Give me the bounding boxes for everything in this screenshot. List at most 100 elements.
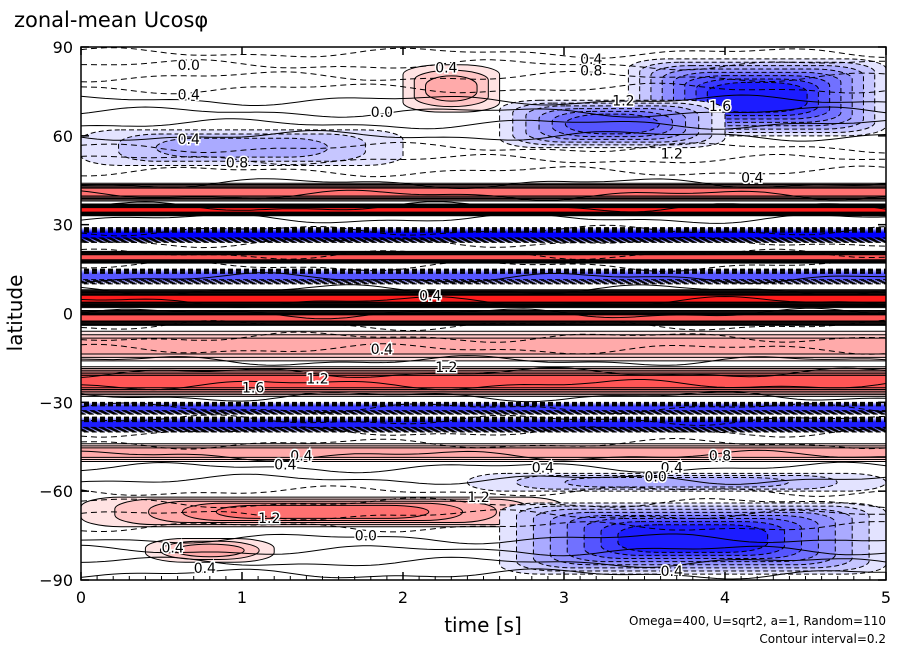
contour-line xyxy=(81,355,886,366)
contour-line xyxy=(81,82,886,95)
contour-line xyxy=(81,414,886,426)
y-tick-label: 30 xyxy=(53,216,73,235)
contour-interval-note: Contour interval=0.2 xyxy=(759,632,886,646)
contour-line xyxy=(81,47,886,59)
contour-label: 0.4 xyxy=(419,289,441,305)
contour-line xyxy=(81,201,886,213)
contour-line xyxy=(81,509,886,521)
contour-label: 0.4 xyxy=(178,132,200,148)
contour-fill-level xyxy=(617,524,769,553)
contour-line xyxy=(81,70,886,83)
contour-label: 0.8 xyxy=(226,155,248,171)
contour-fill-level xyxy=(155,137,329,158)
contour-fill-level xyxy=(81,294,886,303)
contour-line xyxy=(81,248,886,260)
contour-line xyxy=(81,449,886,462)
contour-label: 1.2 xyxy=(306,372,328,388)
contour-line xyxy=(81,402,886,415)
contour-label: 0.4 xyxy=(371,342,393,358)
contour-line xyxy=(81,224,886,237)
contour-line xyxy=(81,189,886,201)
contour-line xyxy=(81,379,886,391)
contour-line xyxy=(81,129,886,142)
x-tick-label: 0 xyxy=(76,588,86,607)
contour-fill-level xyxy=(425,75,478,102)
contour-line xyxy=(81,391,886,403)
y-tick-label: −90 xyxy=(39,571,73,590)
x-tick-label: 1 xyxy=(237,588,247,607)
contour-line xyxy=(81,118,886,130)
contour-fill-level xyxy=(81,314,886,322)
contour-label: 0.4 xyxy=(178,87,200,103)
contour-fill-level xyxy=(215,504,430,519)
contour-line xyxy=(81,437,886,450)
contour-label: 0.0 xyxy=(645,469,667,485)
contour-line xyxy=(81,260,886,272)
contour-line xyxy=(81,213,886,224)
contour-fill-level xyxy=(81,231,886,239)
contour-line xyxy=(81,94,886,106)
y-tick-label: −60 xyxy=(39,482,73,501)
contour-fill-level xyxy=(81,207,886,213)
contour-fill-level xyxy=(81,187,886,197)
contour-fill-level xyxy=(81,447,886,458)
contour-fill-level xyxy=(174,543,245,558)
contour-line xyxy=(81,307,886,320)
contour-label: 0.0 xyxy=(371,105,393,121)
contour-line xyxy=(81,485,886,497)
x-axis-label: time [s] xyxy=(444,613,522,637)
contour-label: 0.4 xyxy=(435,61,457,77)
contour-label: 0.8 xyxy=(580,64,602,80)
contour-fill-level xyxy=(81,374,886,389)
contour-fill-level xyxy=(81,272,886,281)
contour-line xyxy=(81,426,886,438)
contour-label: 0.4 xyxy=(532,460,554,476)
contour-label: 1.2 xyxy=(612,93,634,109)
x-tick-label: 2 xyxy=(398,588,408,607)
y-tick-label: 90 xyxy=(53,38,73,57)
contour-line xyxy=(81,568,886,580)
contour-label: 1.6 xyxy=(709,99,731,115)
page-title: zonal-mean Ucosφ xyxy=(14,8,209,32)
contour-line xyxy=(81,461,886,474)
contour-label: 0.4 xyxy=(741,170,763,186)
contour-line xyxy=(81,154,886,166)
contour-line xyxy=(81,521,886,533)
contour-label: 0.4 xyxy=(661,460,683,476)
contour-label: 1.2 xyxy=(435,360,457,376)
contour-label: 1.6 xyxy=(242,381,264,397)
contour-line xyxy=(81,165,886,178)
contour-label: 0.0 xyxy=(355,529,377,545)
contour-line xyxy=(81,272,886,284)
x-tick-label: 4 xyxy=(720,588,730,607)
parameter-note: Omega=400, U=sqrt2, a=1, Random=110 xyxy=(629,614,886,628)
contour-line xyxy=(81,533,886,545)
contour-line xyxy=(81,343,886,355)
contour-line xyxy=(81,178,886,190)
y-tick-label: −30 xyxy=(39,393,73,412)
contour-line xyxy=(81,295,886,308)
contour-line xyxy=(81,544,886,557)
contour-label: 0.0 xyxy=(178,58,200,74)
contour-label: 1.2 xyxy=(467,490,489,506)
contour-label: 0.8 xyxy=(709,449,731,465)
contour-label: 0.4 xyxy=(661,564,683,580)
contour-line xyxy=(81,141,886,154)
contour-label: 1.2 xyxy=(258,511,280,527)
contour-line xyxy=(81,497,886,509)
contour-line xyxy=(81,236,886,249)
contour-label: 0.4 xyxy=(162,540,184,556)
contour-fill-level xyxy=(81,254,886,261)
contour-line xyxy=(81,284,886,296)
y-axis-label: latitude xyxy=(3,275,27,352)
contour-label: 0.4 xyxy=(274,458,296,474)
contour-fill-level xyxy=(81,421,886,428)
contour-line xyxy=(81,319,886,332)
contour-line xyxy=(81,59,886,71)
contour-label: 0.4 xyxy=(194,561,216,577)
contour-line xyxy=(81,556,886,568)
x-tick-label: 5 xyxy=(881,588,891,607)
contour-line xyxy=(81,331,886,343)
x-tick-label: 3 xyxy=(559,588,569,607)
